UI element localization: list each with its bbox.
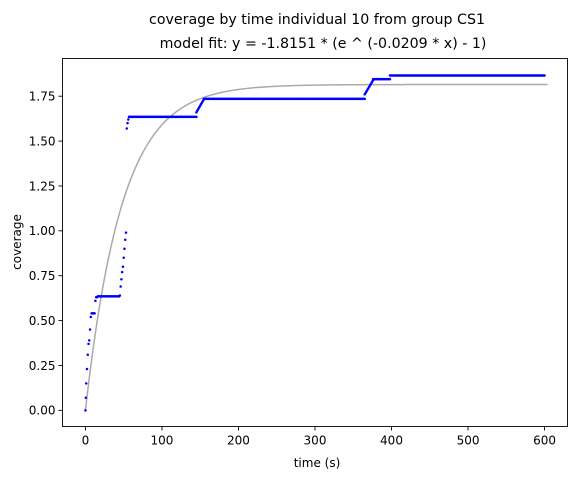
data-point	[125, 127, 129, 130]
data-point	[118, 294, 122, 297]
x-axis-label: time (s)	[294, 456, 341, 470]
data-point	[84, 396, 88, 400]
chart-title: coverage by time individual 10 from grou…	[149, 12, 485, 28]
data-point	[126, 121, 129, 125]
y-axis-label: coverage	[10, 214, 24, 270]
data-point	[124, 231, 128, 234]
data-point	[93, 312, 96, 315]
x-axis: 0 100 200 300 400 500 600	[82, 426, 556, 448]
x-tick-label: 400	[380, 434, 403, 448]
chart-subtitle: model fit: y = -1.8151 * (e ^ (-0.0209 *…	[160, 36, 487, 52]
y-tick-label: 1.00	[29, 224, 56, 238]
data-point	[123, 247, 126, 251]
x-tick-label: 100	[151, 434, 174, 448]
y-tick-label: 1.75	[29, 89, 56, 103]
data-point	[87, 342, 90, 346]
y-axis: 0.00 0.25 0.50 0.75 1.00 1.25 1.50 1.75	[29, 89, 63, 418]
data-point	[89, 315, 93, 319]
y-tick-label: 1.25	[29, 179, 56, 193]
data-point	[121, 265, 125, 268]
data-point	[86, 353, 89, 356]
data-point	[543, 74, 546, 77]
data-point	[120, 270, 124, 274]
data-point	[88, 339, 91, 342]
data-point	[123, 238, 127, 242]
data-point	[120, 278, 123, 281]
x-tick-label: 0	[82, 434, 90, 448]
plot-frame	[62, 58, 568, 427]
data-point	[195, 115, 198, 119]
data-point	[363, 97, 366, 101]
x-tick-label: 500	[457, 434, 480, 448]
data-point	[84, 409, 87, 412]
data-point	[85, 367, 89, 371]
y-tick-label: 0.50	[29, 314, 56, 328]
y-tick-label: 1.50	[29, 134, 56, 148]
y-tick-label: 0.00	[29, 404, 56, 418]
x-tick-label: 200	[227, 434, 250, 448]
data-point	[94, 299, 97, 303]
data-point	[84, 382, 88, 385]
y-tick-label: 0.25	[29, 359, 56, 373]
data-point	[119, 285, 122, 288]
x-tick-label: 300	[304, 434, 327, 448]
data-point	[122, 256, 125, 260]
data-point	[127, 118, 130, 121]
data-point	[388, 77, 392, 81]
data-point	[88, 328, 92, 331]
plot-area	[84, 74, 548, 412]
fit-line	[84, 83, 548, 411]
y-tick-label: 0.75	[29, 269, 56, 283]
x-tick-label: 600	[533, 434, 556, 448]
